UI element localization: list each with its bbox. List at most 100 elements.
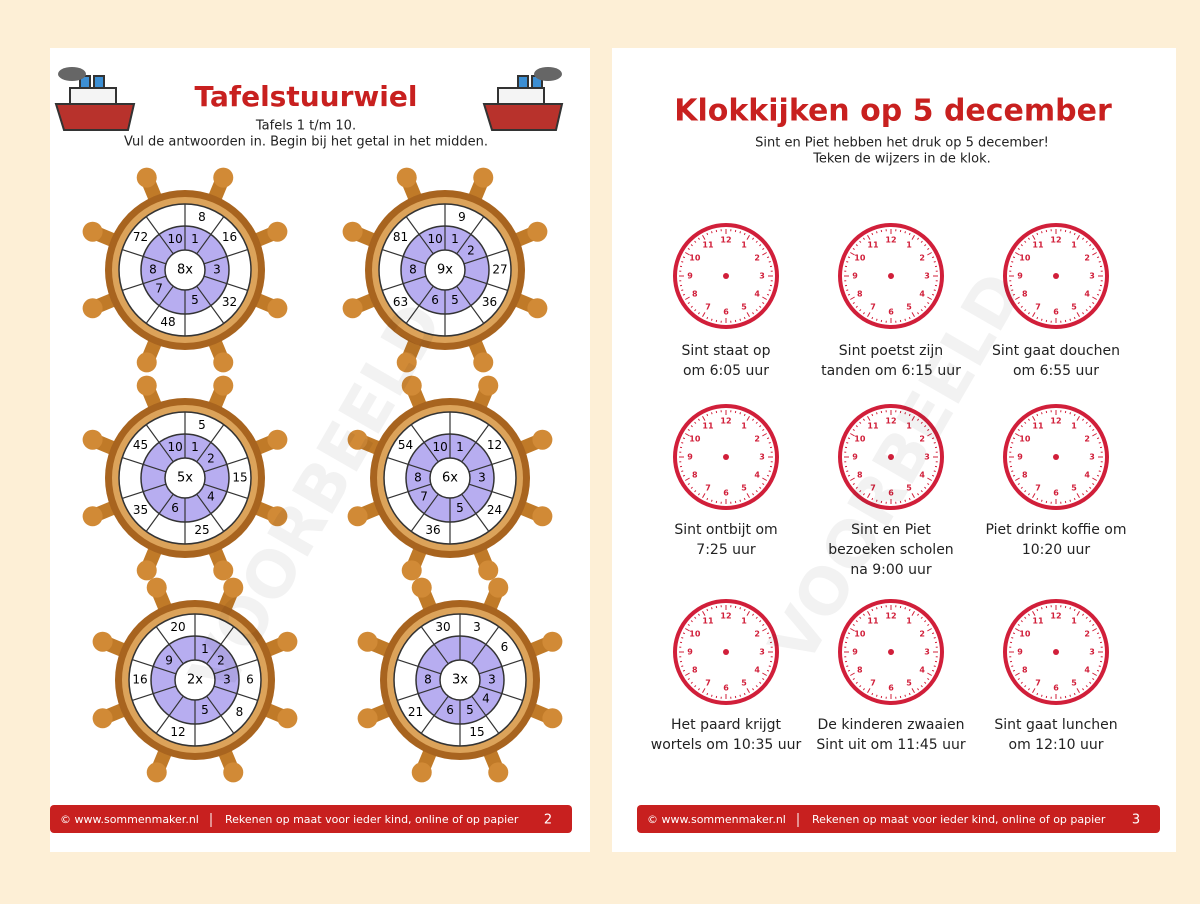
inner-number: 1	[456, 440, 464, 454]
clock-tick	[876, 412, 877, 414]
handle	[542, 708, 562, 728]
clock-number: 7	[705, 679, 711, 688]
clock-number: 4	[919, 666, 925, 675]
clock-tick	[1041, 695, 1042, 697]
clock-number: 7	[1035, 484, 1041, 493]
clock-number: 10	[854, 630, 866, 639]
clock-tick	[711, 412, 712, 414]
clock-caption: Sint gaat lunchen	[994, 717, 1117, 733]
wheel-center: 9x	[437, 263, 453, 278]
clock-number: 2	[1084, 630, 1090, 639]
clock-tick	[711, 695, 712, 697]
footer-page: 2	[544, 813, 552, 828]
clock-pin	[723, 273, 729, 279]
answer: 45	[133, 438, 148, 452]
clock-caption: wortels om 10:35 uur	[651, 737, 802, 753]
wheel-center: 8x	[177, 263, 193, 278]
clock-pin	[723, 649, 729, 655]
clock-tick	[1099, 637, 1101, 638]
clock-number: 9	[852, 453, 858, 462]
clock-number: 7	[870, 679, 876, 688]
clock-tick	[711, 231, 712, 233]
handle	[402, 560, 422, 580]
clock-number: 11	[702, 421, 714, 430]
clock-number: 4	[919, 290, 925, 299]
clock-pin	[1053, 454, 1059, 460]
clock-tick	[681, 666, 683, 667]
clock-pin	[723, 454, 729, 460]
handle	[277, 708, 297, 728]
clock-number: 12	[720, 612, 731, 621]
clock-pin	[1053, 273, 1059, 279]
answer: 8	[236, 705, 244, 719]
handle	[478, 376, 498, 396]
answer: 36	[482, 295, 497, 309]
clock-number: 9	[852, 648, 858, 657]
clock-tick	[1070, 231, 1071, 233]
clock-number: 12	[885, 236, 896, 245]
clock-number: 12	[720, 236, 731, 245]
title: Klokkijken op 5 december	[674, 94, 1112, 129]
handle	[478, 560, 498, 580]
handle	[358, 708, 378, 728]
clock-tick	[1099, 471, 1101, 472]
handle	[137, 168, 157, 188]
clock-number: 1	[1071, 421, 1077, 430]
handle	[213, 168, 233, 188]
clock-number: 3	[759, 648, 765, 657]
clock-tick	[740, 695, 741, 697]
clock-number: 5	[1071, 679, 1077, 688]
clock-tick	[1099, 290, 1101, 291]
clock-tick	[1011, 261, 1013, 262]
clock-tick	[769, 666, 771, 667]
clock-tick	[876, 607, 877, 609]
clock-number: 9	[1017, 272, 1023, 281]
clock-tick	[876, 231, 877, 233]
clock-number: 4	[1084, 471, 1090, 480]
inner-number: 8	[409, 263, 417, 277]
clock-number: 9	[852, 272, 858, 281]
handle	[147, 578, 167, 598]
clock-number: 1	[1071, 240, 1077, 249]
answer: 15	[232, 471, 247, 485]
handle	[137, 560, 157, 580]
clock-tick	[1041, 412, 1042, 414]
clock-number: 12	[720, 417, 731, 426]
clock-number: 3	[924, 272, 930, 281]
clock-number: 3	[759, 272, 765, 281]
handle	[83, 506, 103, 526]
clock-number: 4	[1084, 290, 1090, 299]
clock-number: 1	[741, 240, 747, 249]
clock-tick	[769, 442, 771, 443]
inner-number: 5	[456, 501, 464, 515]
subtitle: Teken de wijzers in de klok.	[812, 152, 991, 167]
handle	[267, 222, 287, 242]
clock-number: 7	[1035, 303, 1041, 312]
answer: 21	[408, 705, 423, 719]
clock-tick	[681, 261, 683, 262]
clock-tick	[1011, 471, 1013, 472]
clock-tick	[905, 319, 906, 321]
handle	[267, 430, 287, 450]
inner-number: 10	[427, 232, 442, 246]
inner-number: 9	[165, 654, 173, 668]
clock-caption: 10:20 uur	[1022, 542, 1091, 558]
clock-number: 10	[689, 254, 701, 263]
clock-number: 7	[1035, 679, 1041, 688]
clock-number: 3	[1089, 648, 1095, 657]
clock-number: 9	[687, 453, 693, 462]
clock-number: 9	[687, 272, 693, 281]
clock-number: 5	[1071, 484, 1077, 493]
handle	[473, 352, 493, 372]
inner-number: 6	[446, 703, 454, 717]
inner-number: 8	[414, 471, 422, 485]
clock-tick	[1011, 637, 1013, 638]
clock-number: 10	[689, 435, 701, 444]
clock-number: 7	[870, 303, 876, 312]
clock-tick	[934, 666, 936, 667]
clock-number: 4	[754, 666, 760, 675]
answer: 30	[435, 620, 450, 634]
inner-number: 5	[201, 703, 209, 717]
clock-caption: om 6:05 uur	[683, 363, 769, 379]
